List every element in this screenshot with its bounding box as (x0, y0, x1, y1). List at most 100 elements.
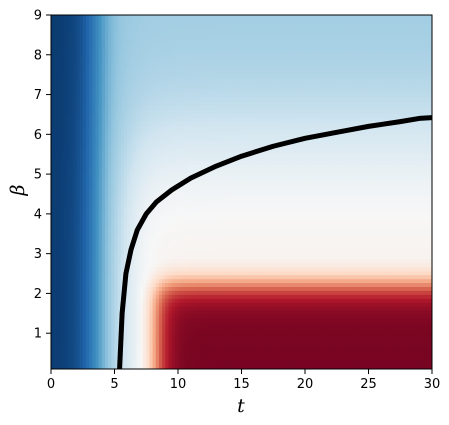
heatmap-cell (146, 188, 151, 193)
heatmap-cell (168, 85, 173, 91)
heatmap-cell (168, 152, 173, 158)
heatmap-cell (149, 113, 154, 118)
heatmap-cell (146, 105, 151, 110)
heatmap-cell (152, 235, 157, 240)
heatmap-cell (70, 337, 74, 343)
heatmap-cell (54, 125, 58, 130)
heatmap-cell (63, 317, 68, 323)
heatmap-cell (108, 34, 112, 40)
heatmap-cell (117, 310, 122, 315)
heatmap-cell (174, 325, 179, 331)
heatmap-cell (124, 211, 128, 217)
heatmap-cell (104, 329, 109, 335)
heatmap-cell (111, 262, 116, 268)
heatmap-cell (171, 258, 176, 264)
heatmap-cell (168, 101, 173, 107)
heatmap-cell (104, 66, 109, 71)
heatmap-cell (79, 211, 84, 217)
heatmap-cell (168, 117, 173, 122)
heatmap-cell (130, 349, 135, 354)
heatmap-cell (111, 164, 116, 169)
heatmap-cell (92, 144, 97, 150)
heatmap-cell (168, 70, 173, 75)
heatmap-cell (73, 219, 77, 225)
heatmap-cell (92, 30, 97, 36)
heatmap-cell (117, 258, 122, 264)
heatmap-cell (111, 18, 116, 24)
heatmap-cell (111, 26, 116, 32)
heatmap-cell (162, 231, 166, 236)
heatmap-cell (98, 231, 103, 236)
heatmap-cell (51, 349, 55, 354)
heatmap-cell (114, 227, 119, 232)
heatmap-cell (104, 160, 109, 166)
heatmap-cell (133, 176, 138, 181)
heatmap-cell (63, 333, 68, 339)
heatmap-cell (92, 164, 97, 169)
heatmap-cell (146, 349, 151, 354)
heatmap-cell (104, 274, 109, 280)
heatmap-cell (76, 365, 81, 369)
heatmap-cell (130, 26, 135, 32)
heatmap-cell (162, 93, 166, 99)
heatmap-cell (133, 321, 138, 327)
heatmap-cell (117, 89, 122, 95)
heatmap-cell (101, 353, 106, 358)
heatmap-cell (104, 180, 109, 185)
heatmap-cell (73, 262, 77, 268)
heatmap-cell (120, 136, 125, 142)
heatmap-cell (165, 22, 170, 28)
heatmap-cell (111, 251, 116, 256)
heatmap-cell (127, 365, 131, 369)
heatmap-cell (82, 353, 87, 358)
heatmap-cell (57, 203, 62, 209)
heatmap-cell (63, 136, 68, 142)
heatmap-cell (73, 133, 77, 138)
heatmap-cell (114, 302, 119, 307)
heatmap-cell (73, 46, 77, 51)
heatmap-cell (165, 353, 170, 358)
heatmap-cell (79, 337, 84, 343)
heatmap-cell (95, 136, 100, 142)
heatmap-cell (162, 156, 166, 162)
heatmap-cell (124, 306, 128, 311)
heatmap-cell (66, 365, 71, 369)
heatmap-cell (82, 321, 87, 327)
heatmap-cell (92, 361, 97, 366)
heatmap-cell (82, 58, 87, 63)
heatmap-cell (108, 199, 112, 205)
heatmap-cell (120, 207, 125, 213)
heatmap-cell (171, 223, 176, 228)
heatmap-cell (152, 105, 157, 110)
heatmap-cell (76, 219, 81, 225)
heatmap-cell (92, 223, 97, 228)
heatmap-cell (63, 26, 68, 32)
heatmap-cell (66, 62, 71, 67)
heatmap-cell (73, 89, 77, 95)
heatmap-cell (139, 231, 144, 236)
heatmap-cell (136, 109, 141, 114)
heatmap-cell (139, 345, 144, 350)
heatmap-cell (114, 231, 119, 236)
heatmap-cell (101, 203, 106, 209)
heatmap-cell (158, 215, 163, 221)
heatmap-cell (111, 345, 116, 350)
heatmap-cell (85, 211, 90, 217)
heatmap-cell (120, 195, 125, 201)
heatmap-cell (155, 274, 160, 280)
heatmap-cell (139, 337, 144, 343)
heatmap-cell (174, 192, 179, 197)
heatmap-cell (76, 133, 81, 138)
heatmap-cell (66, 357, 71, 362)
heatmap-cell (79, 325, 84, 331)
heatmap-cell (124, 77, 128, 83)
heatmap-cell (85, 321, 90, 327)
heatmap-cell (130, 62, 135, 67)
heatmap-cell (120, 251, 125, 256)
heatmap-cell (92, 156, 97, 162)
heatmap-cell (165, 219, 170, 225)
heatmap-cell (92, 325, 97, 331)
heatmap-cell (136, 274, 141, 280)
heatmap-cell (111, 62, 116, 67)
heatmap-cell (101, 133, 106, 138)
